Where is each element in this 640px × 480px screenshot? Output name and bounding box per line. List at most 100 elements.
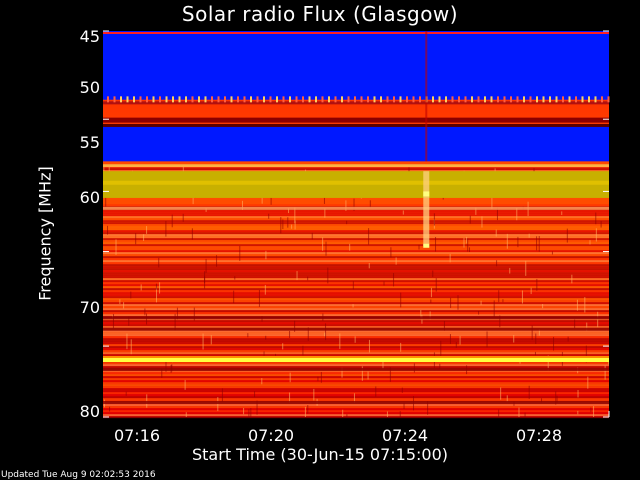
heatmap-streak xyxy=(368,263,370,269)
heatmap-streak xyxy=(400,292,402,308)
pulse-mark xyxy=(256,96,259,103)
heatmap-streak xyxy=(517,236,519,248)
heatmap-streak xyxy=(577,389,579,398)
heatmap-streak xyxy=(541,398,543,403)
heatmap-streak xyxy=(604,365,606,380)
heatmap-streak xyxy=(368,228,370,245)
pulse-mark xyxy=(282,96,285,103)
heatmap-streak xyxy=(205,258,207,273)
pulse-mark xyxy=(347,96,350,103)
heatmap-streak xyxy=(171,364,173,372)
heatmap-streak xyxy=(193,307,195,321)
heatmap-streak xyxy=(538,236,540,252)
heatmap-streak xyxy=(165,220,167,237)
heatmap-row xyxy=(103,320,609,323)
pulse-mark xyxy=(178,96,181,103)
updated-timestamp: Updated Tue Aug 9 02:02:53 2016 xyxy=(1,470,156,480)
pulse-mark xyxy=(607,96,610,103)
heatmap-row xyxy=(103,380,609,383)
heatmap-streak xyxy=(491,196,493,209)
heatmap-streak xyxy=(294,320,296,332)
pulse-mark xyxy=(588,96,590,103)
burst-column xyxy=(423,171,430,247)
heatmap-streak xyxy=(481,216,483,228)
heatmap-streak xyxy=(289,331,291,338)
heatmap-streak xyxy=(553,336,555,351)
heatmap-row xyxy=(103,390,609,393)
pulse-mark xyxy=(250,96,252,103)
heatmap-row xyxy=(103,272,609,275)
heatmap-streak xyxy=(103,167,105,172)
dark-band xyxy=(103,316,609,320)
pulse-mark xyxy=(373,96,376,103)
pulse-mark xyxy=(185,96,187,103)
x-tick-label: 07:24 xyxy=(382,426,428,445)
heatmap-streak xyxy=(395,257,397,265)
pulse-mark xyxy=(243,96,246,103)
pulse-mark xyxy=(536,96,538,103)
heatmap-streak xyxy=(576,299,578,311)
heatmap-streak xyxy=(323,193,325,204)
pulse-mark xyxy=(601,96,603,103)
heatmap-streak xyxy=(216,255,218,267)
pulse-mark xyxy=(367,96,369,103)
heatmap-row xyxy=(103,228,609,231)
heatmap-streak xyxy=(600,221,602,228)
heatmap-row xyxy=(103,338,609,341)
dark-band xyxy=(103,327,609,331)
heatmap-row xyxy=(103,404,609,407)
heatmap-streak xyxy=(243,407,245,415)
heatmap-row xyxy=(103,232,609,235)
heatmap-streak xyxy=(123,302,125,309)
y-axis-label: Frequency [MHz] xyxy=(35,166,55,301)
heatmap-row xyxy=(103,260,609,263)
heatmap-streak xyxy=(530,287,532,295)
y-tick-label: 80 xyxy=(80,402,100,421)
heatmap-row xyxy=(103,226,609,229)
heatmap-row xyxy=(103,382,609,385)
heatmap-streak xyxy=(567,336,569,342)
heatmap-streak xyxy=(265,250,267,260)
heatmap-streak xyxy=(247,333,249,338)
heatmap-streak xyxy=(577,410,579,415)
dark-band xyxy=(103,117,609,123)
heatmap-streak xyxy=(430,287,432,298)
heatmap-streak xyxy=(307,405,309,414)
heatmap-streak xyxy=(528,385,530,399)
heatmap-streak xyxy=(595,228,597,242)
heatmap-streak xyxy=(478,311,480,315)
pulse-mark xyxy=(315,96,317,103)
heatmap-streak xyxy=(289,372,291,383)
heatmap-streak xyxy=(221,388,223,402)
heatmap-streak xyxy=(144,308,146,316)
heatmap-row xyxy=(103,244,609,247)
pulse-mark xyxy=(341,96,343,103)
heatmap-streak xyxy=(140,284,142,291)
heatmap-streak xyxy=(538,328,540,336)
heatmap-streak xyxy=(345,200,347,211)
heatmap-row xyxy=(103,396,609,399)
edge-line xyxy=(103,32,609,34)
heatmap-streak xyxy=(480,300,482,305)
heatmap-streak xyxy=(313,388,315,401)
pulse-mark xyxy=(211,96,213,103)
heatmap-row xyxy=(103,218,609,221)
heatmap-streak xyxy=(210,335,212,345)
pulse-mark xyxy=(133,96,135,103)
heatmap-streak xyxy=(402,210,404,215)
heatmap-streak xyxy=(457,295,459,310)
heatmap-streak xyxy=(280,217,282,234)
heatmap-row xyxy=(103,370,609,373)
y-tick-label: 55 xyxy=(80,133,100,152)
heatmap-streak xyxy=(499,315,501,328)
heatmap-streak xyxy=(386,411,388,417)
heatmap-streak xyxy=(325,323,327,341)
heatmap-streak xyxy=(248,409,250,417)
heatmap-streak xyxy=(389,367,391,382)
heatmap-row xyxy=(103,312,609,315)
heatmap-row xyxy=(103,372,609,375)
pulse-mark xyxy=(321,96,324,103)
heatmap-streak xyxy=(202,333,204,350)
y-tick-labels: 45 50 55 60 70 80 xyxy=(80,27,100,421)
heatmap-streak xyxy=(429,311,431,320)
